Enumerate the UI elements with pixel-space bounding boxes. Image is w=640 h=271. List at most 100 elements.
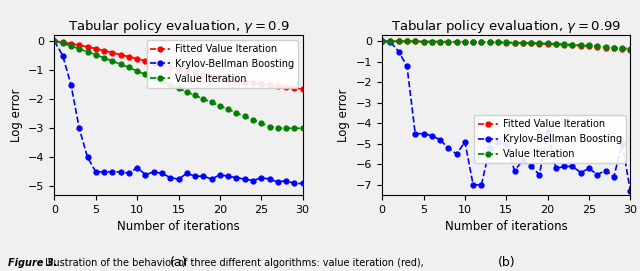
Value Iteration	[183, 90, 191, 93]
Value Iteration	[175, 87, 182, 90]
Fitted Value Iteration	[420, 40, 428, 43]
Fitted Value Iteration	[436, 40, 444, 43]
Krylov-Bellman Boosting	[527, 165, 535, 168]
Value Iteration	[109, 59, 116, 63]
Value Iteration	[519, 41, 527, 44]
Krylov-Bellman Boosting	[577, 171, 584, 174]
Fitted Value Iteration	[618, 47, 626, 50]
Krylov-Bellman Boosting	[420, 132, 428, 135]
Value Iteration	[461, 40, 468, 43]
Line: Fitted Value Iteration: Fitted Value Iteration	[52, 38, 305, 91]
Fitted Value Iteration	[257, 82, 265, 86]
Fitted Value Iteration	[225, 77, 232, 80]
Krylov-Bellman Boosting	[502, 142, 510, 146]
Value Iteration	[502, 41, 510, 44]
Krylov-Bellman Boosting	[84, 156, 92, 159]
Krylov-Bellman Boosting	[428, 134, 436, 137]
Value Iteration	[51, 39, 58, 43]
Fitted Value Iteration	[428, 40, 436, 43]
Fitted Value Iteration	[84, 45, 92, 49]
Krylov-Bellman Boosting	[552, 167, 560, 170]
Value Iteration	[100, 56, 108, 60]
Krylov-Bellman Boosting	[387, 40, 394, 43]
Value Iteration	[158, 80, 166, 83]
Value Iteration	[116, 63, 124, 66]
Value Iteration	[568, 43, 576, 46]
Fitted Value Iteration	[166, 65, 174, 69]
Value Iteration	[166, 83, 174, 86]
Krylov-Bellman Boosting	[92, 170, 100, 173]
Krylov-Bellman Boosting	[461, 140, 468, 143]
Fitted Value Iteration	[519, 41, 527, 45]
Krylov-Bellman Boosting	[544, 130, 552, 133]
Fitted Value Iteration	[536, 42, 543, 45]
Value Iteration	[200, 97, 207, 101]
Value Iteration	[266, 125, 273, 128]
Y-axis label: Log error: Log error	[337, 88, 350, 142]
Fitted Value Iteration	[183, 69, 191, 72]
Fitted Value Iteration	[158, 63, 166, 66]
Krylov-Bellman Boosting	[232, 176, 240, 179]
Krylov-Bellman Boosting	[602, 169, 609, 172]
Value Iteration	[241, 115, 248, 118]
Fitted Value Iteration	[387, 40, 394, 43]
Krylov-Bellman Boosting	[133, 166, 141, 169]
Fitted Value Iteration	[125, 55, 132, 58]
Fitted Value Iteration	[208, 74, 216, 78]
Fitted Value Iteration	[116, 53, 124, 56]
Fitted Value Iteration	[610, 47, 618, 50]
Krylov-Bellman Boosting	[208, 178, 216, 181]
Y-axis label: Log error: Log error	[10, 88, 22, 142]
X-axis label: Number of iterations: Number of iterations	[117, 220, 240, 233]
Value Iteration	[412, 40, 419, 43]
Fitted Value Iteration	[469, 40, 477, 44]
Legend: Fitted Value Iteration, Krylov-Bellman Boosting, Value Iteration: Fitted Value Iteration, Krylov-Bellman B…	[147, 40, 298, 88]
Krylov-Bellman Boosting	[183, 172, 191, 175]
Value Iteration	[274, 127, 282, 130]
Krylov-Bellman Boosting	[125, 172, 132, 175]
Krylov-Bellman Boosting	[291, 182, 298, 185]
Fitted Value Iteration	[461, 40, 468, 43]
Fitted Value Iteration	[627, 48, 634, 51]
Krylov-Bellman Boosting	[200, 175, 207, 178]
Legend: Fitted Value Iteration, Krylov-Bellman Boosting, Value Iteration: Fitted Value Iteration, Krylov-Bellman B…	[474, 115, 625, 163]
Value Iteration	[291, 127, 298, 130]
Fitted Value Iteration	[274, 85, 282, 88]
Fitted Value Iteration	[552, 43, 560, 46]
Krylov-Bellman Boosting	[436, 138, 444, 141]
Value Iteration	[428, 40, 436, 43]
Value Iteration	[618, 47, 626, 50]
Value Iteration	[67, 44, 75, 48]
Value Iteration	[561, 43, 568, 46]
Krylov-Bellman Boosting	[166, 176, 174, 179]
Krylov-Bellman Boosting	[445, 146, 452, 150]
Fitted Value Iteration	[100, 49, 108, 52]
Value Iteration	[577, 43, 584, 47]
Value Iteration	[232, 111, 240, 114]
Fitted Value Iteration	[291, 86, 298, 90]
Krylov-Bellman Boosting	[241, 178, 248, 181]
Fitted Value Iteration	[494, 41, 502, 44]
Krylov-Bellman Boosting	[511, 169, 518, 172]
Line: Krylov-Bellman Boosting: Krylov-Bellman Boosting	[52, 38, 305, 186]
Fitted Value Iteration	[241, 80, 248, 83]
Krylov-Bellman Boosting	[274, 180, 282, 184]
Value Iteration	[511, 41, 518, 44]
Value Iteration	[486, 41, 493, 44]
Value Iteration	[150, 76, 157, 80]
Value Iteration	[299, 127, 307, 130]
Fitted Value Iteration	[299, 87, 307, 91]
Value Iteration	[610, 46, 618, 49]
Value Iteration	[92, 53, 100, 56]
Krylov-Bellman Boosting	[412, 132, 419, 135]
Krylov-Bellman Boosting	[477, 183, 485, 186]
Krylov-Bellman Boosting	[627, 189, 634, 193]
Krylov-Bellman Boosting	[225, 175, 232, 178]
Value Iteration	[282, 127, 290, 130]
Text: Figure 3.: Figure 3.	[8, 258, 57, 268]
X-axis label: Number of iterations: Number of iterations	[445, 220, 568, 233]
Fitted Value Iteration	[141, 59, 149, 62]
Fitted Value Iteration	[266, 84, 273, 87]
Fitted Value Iteration	[92, 47, 100, 50]
Fitted Value Iteration	[395, 40, 403, 43]
